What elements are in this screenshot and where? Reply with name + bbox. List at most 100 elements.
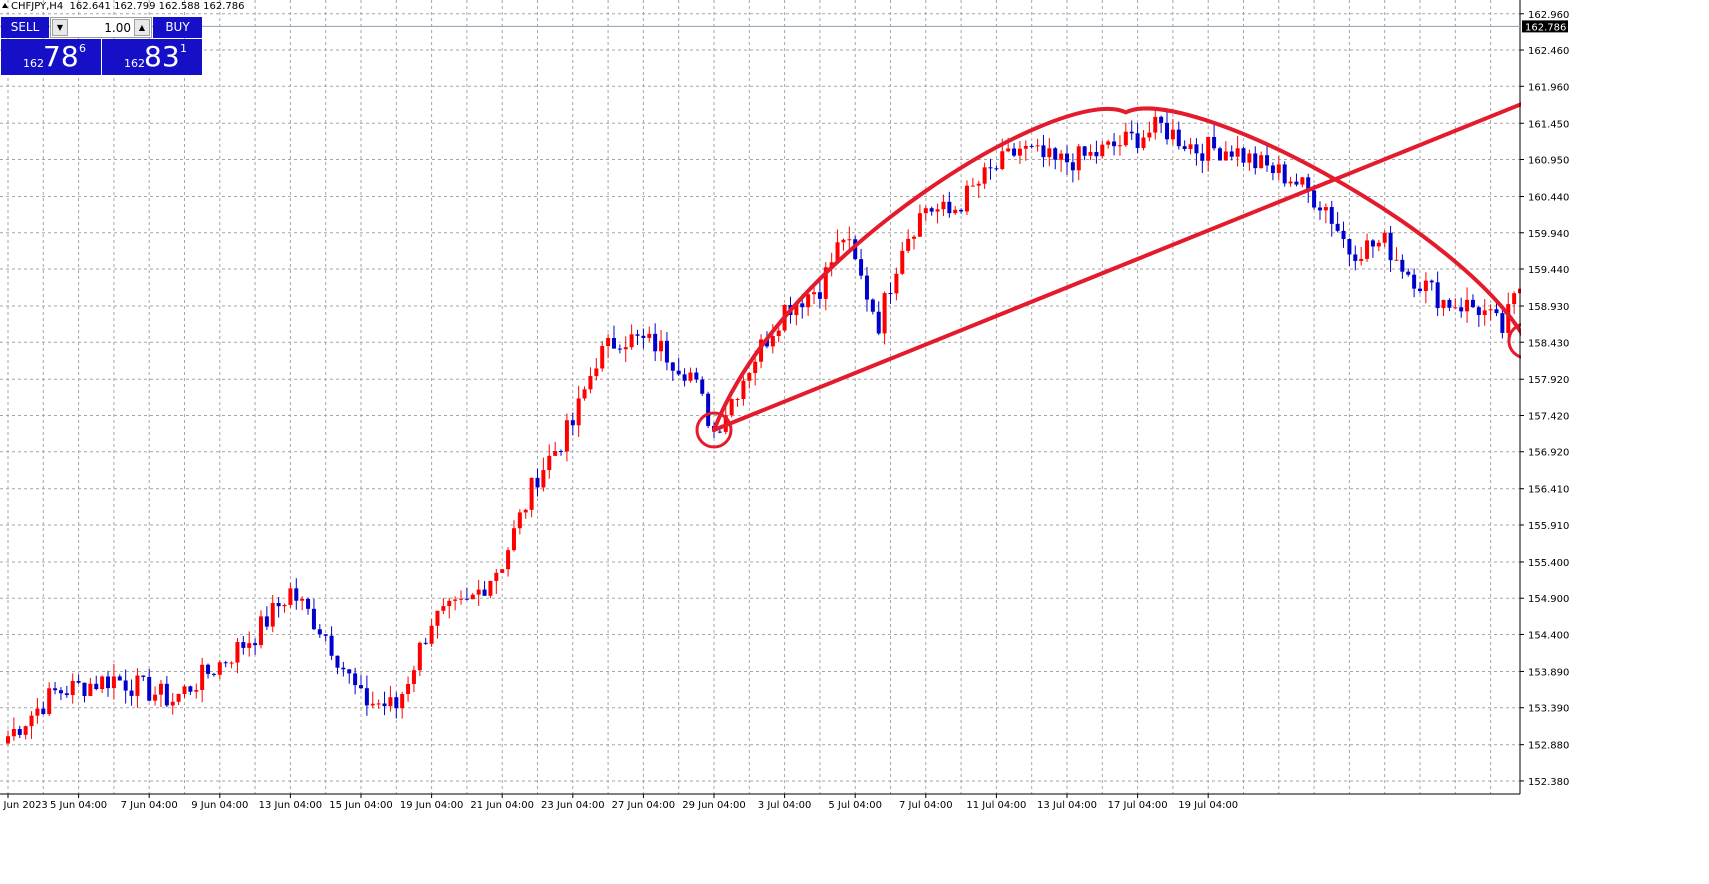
candle-body (629, 334, 634, 348)
candle-body (235, 642, 240, 663)
candle-body (229, 662, 234, 664)
candle-body (1000, 151, 1005, 170)
candle-body (894, 273, 899, 294)
candle-body (976, 183, 981, 186)
candle-body (759, 339, 764, 362)
candle-body (1288, 181, 1293, 184)
chart-grid (0, 0, 1520, 794)
candle-body (141, 675, 146, 677)
candle-body (800, 303, 805, 308)
x-tick-label: 13 Jul 04:00 (1037, 800, 1097, 811)
candle-body (506, 550, 511, 570)
candle-body (100, 676, 105, 690)
candle-body (1229, 151, 1234, 157)
candle-body (864, 275, 869, 300)
buy-price-prefix: 162 (124, 57, 145, 70)
candle-body (206, 664, 211, 674)
x-tick-label: 29 Jun 04:00 (682, 800, 746, 811)
candle-body (306, 598, 311, 609)
candle-body (1429, 280, 1434, 283)
y-tick-label: 158.430 (1528, 338, 1569, 349)
candle-body (588, 376, 593, 390)
candle-body (1312, 190, 1317, 208)
candle-body (1253, 153, 1258, 169)
candle-body (241, 642, 246, 648)
candle-body (311, 608, 316, 630)
candle-body (147, 676, 152, 701)
y-tick-label: 160.950 (1528, 156, 1569, 167)
candle-body (1506, 304, 1511, 333)
candle-body (941, 201, 946, 210)
y-tick-label: 155.910 (1528, 521, 1569, 532)
candle-body (1176, 129, 1181, 147)
candle-body (211, 673, 216, 675)
chevron-down-icon[interactable]: ▼ (52, 19, 68, 36)
candle-body (1170, 129, 1175, 140)
candle-body (58, 690, 63, 694)
candle-body (988, 167, 993, 169)
chevron-up-icon[interactable]: ▲ (134, 19, 150, 36)
candle-body (258, 616, 263, 646)
x-tick-label: 27 Jun 04:00 (612, 800, 676, 811)
y-tick-label: 152.380 (1528, 777, 1569, 788)
candle-body (841, 239, 846, 243)
candle-body (1382, 232, 1387, 243)
candle-body (41, 708, 46, 715)
candle-body (1347, 239, 1352, 255)
buy-price-box[interactable]: 162 83 1 (102, 39, 202, 75)
candle-body (1029, 145, 1034, 147)
candle-body (729, 399, 734, 416)
x-tick-label: 9 Jun 04:00 (191, 800, 248, 811)
candle-body (494, 572, 499, 581)
candle-body (806, 294, 811, 308)
sell-button[interactable]: SELL (1, 17, 49, 38)
y-tick-label: 158.930 (1528, 302, 1569, 313)
candle-body (770, 336, 775, 347)
sell-price-box[interactable]: 162 78 6 (1, 39, 101, 75)
candle-body (741, 380, 746, 399)
candle-body (1206, 136, 1211, 161)
candle-body (11, 729, 16, 737)
candle-body (1076, 146, 1081, 171)
candle-body (1447, 299, 1452, 308)
candle-body (1082, 146, 1087, 156)
candle-body (1194, 144, 1199, 154)
candle-body (959, 209, 964, 212)
candle-body (129, 690, 134, 696)
collapse-triangle-icon[interactable] (2, 3, 8, 8)
candle-body (370, 703, 375, 706)
candle-body (917, 213, 922, 237)
y-tick-label: 157.920 (1528, 375, 1569, 386)
y-tick-label: 152.880 (1528, 741, 1569, 752)
candle-body (482, 589, 487, 596)
candle-body (1017, 148, 1022, 156)
candle-body (923, 208, 928, 214)
candle-body (1494, 309, 1499, 314)
candle-body (1165, 122, 1170, 140)
candle-body (1500, 313, 1505, 333)
candle-body (111, 676, 116, 689)
candle-body (170, 701, 175, 706)
candle-body (953, 209, 958, 214)
candle-body (106, 676, 111, 689)
candle-body (264, 616, 269, 627)
candle-body (164, 683, 169, 706)
candle-body (1182, 146, 1187, 150)
candle-body (611, 337, 616, 349)
candle-body (870, 299, 875, 312)
candle-body (70, 680, 75, 696)
candle-body (1135, 133, 1140, 148)
candle-body (888, 293, 893, 295)
candle-body (423, 642, 428, 644)
candle-body (323, 634, 328, 636)
candle-body (823, 267, 828, 299)
buy-button[interactable]: BUY (153, 17, 202, 38)
candle-body (1470, 299, 1475, 308)
candle-body (1065, 153, 1069, 163)
candle-body (1370, 240, 1375, 247)
sell-price-pipette: 6 (79, 42, 86, 55)
candle-body (523, 509, 528, 513)
lot-size-input[interactable] (69, 19, 131, 36)
